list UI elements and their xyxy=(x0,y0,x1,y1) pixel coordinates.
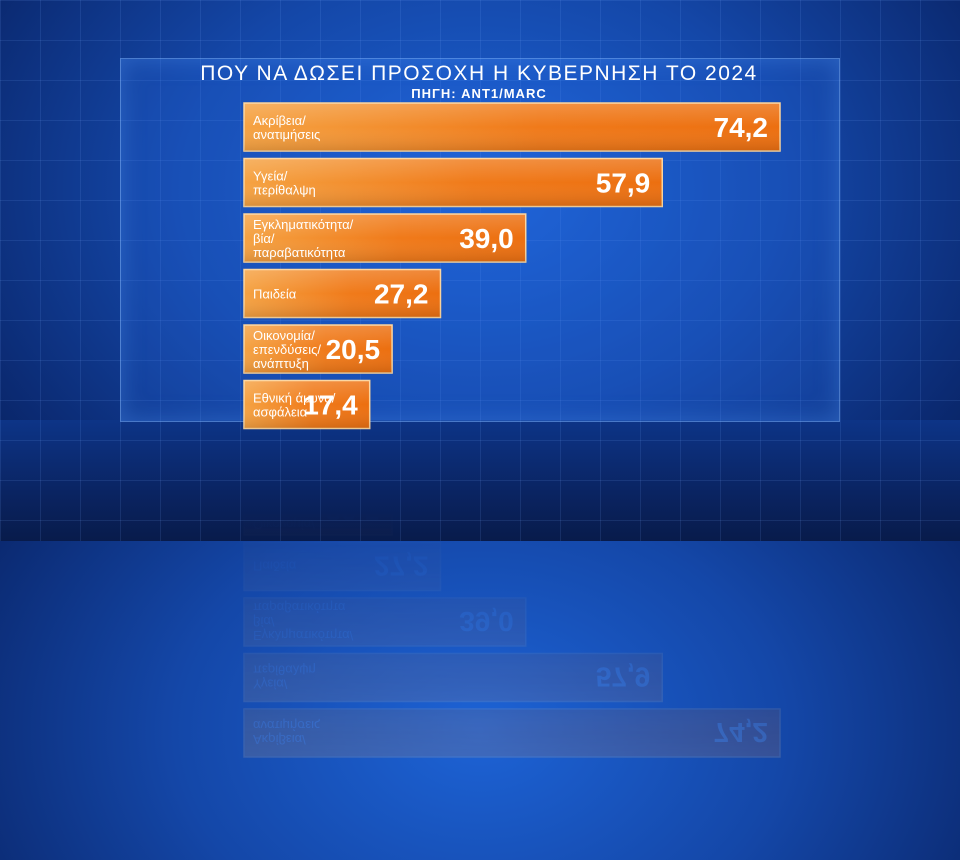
value-label: 39,0 xyxy=(459,606,514,637)
bar-shade xyxy=(244,653,663,702)
floor xyxy=(0,420,960,541)
category-label: Παιδεία xyxy=(253,559,297,574)
bar-reflection-group: Υγεία/περίθαλψη 57,9 xyxy=(243,652,664,703)
bar-group: Εγκληματικότητα/βία/παραβατικότητα 39,0 xyxy=(243,213,527,263)
category-label: Εγκληματικότητα/ xyxy=(253,217,354,232)
category-label: ανατιμήσεις xyxy=(253,127,320,142)
bar-shade xyxy=(244,158,663,207)
bar xyxy=(243,597,527,647)
category-label: περίθαλψη xyxy=(253,663,316,678)
category-label: Υγεία/ xyxy=(253,169,288,184)
category-label: ανατιμήσεις xyxy=(253,718,320,733)
bar xyxy=(243,652,664,703)
bar xyxy=(243,708,781,758)
bar-group: Οικονομία/επενδύσεις/ανάπτυξη 20,5 xyxy=(243,324,393,374)
bar-shade xyxy=(244,380,370,429)
bar xyxy=(243,541,442,592)
category-label: Ακρίβεια/ xyxy=(253,113,306,128)
category-label: Παιδεία xyxy=(253,287,297,302)
value-label: 57,9 xyxy=(596,168,651,199)
category-label: περίθαλψη xyxy=(253,183,316,198)
value-label: 17,4 xyxy=(303,390,358,421)
category-label: Εθνική άμυνα/ xyxy=(253,391,336,406)
bar-shade xyxy=(244,325,393,373)
value-label: 39,0 xyxy=(459,223,514,254)
category-label: επενδύσεις/ xyxy=(253,342,321,357)
bar-chart: Ακρίβεια/ανατιμήσεις 74,2 Υγεία/περίθαλψη 5… xyxy=(243,102,781,430)
bar-shade xyxy=(244,103,780,151)
bar-shade xyxy=(244,214,526,262)
category-label: ανάπτυξη xyxy=(253,356,309,371)
category-label: Υγεία/ xyxy=(253,677,288,692)
value-label: 57,9 xyxy=(596,662,651,693)
chart-title: ΠΟΥ ΝΑ ΔΩΣΕΙ ΠΡΟΣΟΧΗ Η ΚΥΒΕΡΝΗΣΗ ΤΟ 2024 xyxy=(200,62,758,85)
category-label: Εγκληματικότητα/ xyxy=(253,628,354,643)
bar-group: Παιδεία 27,2 xyxy=(243,268,442,319)
category-label: ασφάλεια xyxy=(253,405,308,420)
category-label: παραβατικότητα xyxy=(253,245,346,260)
bar-shade xyxy=(244,709,780,757)
bar-reflection-group: Ακρίβεια/ανατιμήσεις 74,2 xyxy=(243,708,781,758)
category-label: βία/ xyxy=(253,614,275,629)
value-label: 27,2 xyxy=(374,551,429,582)
category-label: Ακρίβεια/ xyxy=(253,732,306,747)
value-label: 74,2 xyxy=(714,717,769,748)
bar-shade xyxy=(244,269,441,318)
value-label: 20,5 xyxy=(326,334,381,365)
bar-shade xyxy=(244,598,526,646)
value-label: 74,2 xyxy=(714,112,769,143)
category-label: βία/ xyxy=(253,231,275,246)
background-grid xyxy=(0,0,960,541)
bar-reflection-group: Παιδεία 27,2 xyxy=(243,541,442,592)
bar-reflection-group: Εγκληματικότητα/βία/παραβατικότητα 39,0 xyxy=(243,597,527,647)
bar-shade xyxy=(244,542,441,591)
category-label: Οικονομία/ xyxy=(253,328,315,343)
bar-group: Υγεία/περίθαλψη 57,9 xyxy=(243,157,664,208)
category-label: παραβατικότητα xyxy=(253,600,346,615)
bar-group: Ακρίβεια/ανατιμήσεις 74,2 xyxy=(243,102,781,152)
chart-subtitle: ΠΗΓΗ: ANT1/MARC xyxy=(411,86,547,101)
value-label: 27,2 xyxy=(374,279,429,310)
